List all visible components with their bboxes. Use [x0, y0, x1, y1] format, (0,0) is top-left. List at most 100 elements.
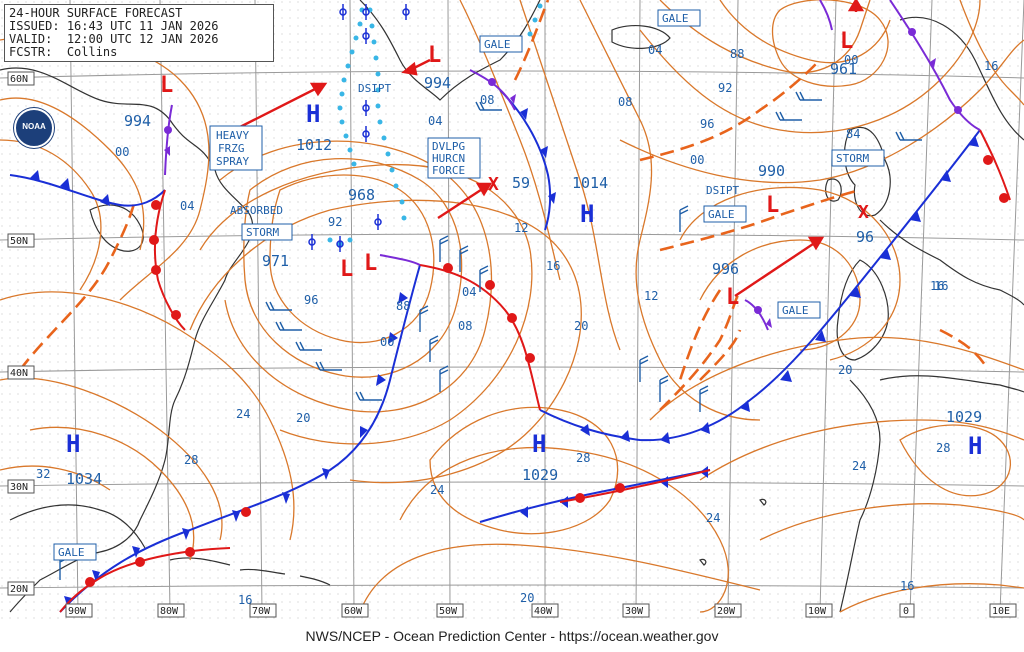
isobar-label: 32 [36, 467, 50, 481]
ice-edge [327, 3, 543, 247]
lon-label-30w: 30W [625, 606, 644, 617]
scandinavia-coast [899, 16, 1024, 141]
wind-barbs [59, 91, 922, 580]
uk-ireland-coast [825, 126, 891, 217]
freezing-spray-symbols [308, 4, 410, 252]
high-center-pressure: 1029 [946, 408, 982, 426]
high-center-letter: H [306, 100, 320, 128]
isobar-label: 88 [730, 47, 744, 61]
heavy-frzg-spray-warning: SPRAY [216, 155, 249, 168]
isobar-label: 20 [574, 319, 588, 333]
longitude-labels: 90W 80W 70W 60W 50W 40W 30W 20W 10W 0 10… [65, 603, 1017, 618]
issued-label: ISSUED: [9, 19, 60, 33]
high-center-letter: H [580, 200, 594, 228]
gale-warning: GALE [662, 12, 689, 25]
lat-label-30n: 30N [10, 482, 28, 493]
low-center-pressure: 994 [424, 74, 451, 92]
lon-label-60w: 60W [344, 606, 363, 617]
isobar-label: 08 [480, 93, 494, 107]
isobar-label: 24 [706, 511, 720, 525]
low-center-pressure: 59 [512, 174, 530, 192]
low-center-letter: L [160, 73, 173, 98]
iberia-coast [836, 259, 889, 361]
footer-credit: NWS/NCEP - Ocean Prediction Center - htt… [0, 622, 1024, 652]
valid-label: VALID: [9, 32, 53, 46]
lon-label-70w: 70W [252, 606, 271, 617]
lon-label-20w: 20W [717, 606, 736, 617]
low-center-letter: X [488, 174, 499, 195]
ocean-background [0, 0, 1024, 622]
isobar-label: 20 [296, 411, 310, 425]
isobar-label: 20 [520, 591, 534, 605]
warm-front-bumps [85, 155, 1009, 587]
isobar-label: 12 [514, 221, 528, 235]
annotations: DSIPT DSIPT ABSORBED [230, 82, 739, 217]
low-center-letter: L [364, 251, 377, 276]
absorbed-annotation: ABSORBED [230, 204, 283, 217]
isobar-label: 04 [428, 114, 442, 128]
lat-label-20n: 20N [10, 584, 28, 595]
lon-label-90w: 90W [68, 606, 87, 617]
lon-label-50w: 50W [439, 606, 458, 617]
dsipt-annotation: DSIPT [706, 184, 739, 197]
isobar-label: 88 [396, 299, 410, 313]
low-center-letter: L [766, 193, 779, 218]
isobar-label: 16 [930, 279, 944, 293]
high-center-letter: H [968, 432, 982, 460]
low-center-pressure: 996 [712, 260, 739, 278]
isobar-label: 24 [430, 483, 444, 497]
low-center-pressure: 961 [830, 60, 857, 78]
isobar-label: 16 [238, 593, 252, 607]
cold-fronts [9, 89, 981, 613]
isobar-label: 28 [576, 451, 590, 465]
dsipt-annotation: DSIPT [358, 82, 391, 95]
north-america-coast [0, 67, 254, 613]
low-center-pressure: 968 [348, 186, 375, 204]
hurricane-force-warning: HURCN [432, 152, 465, 165]
atlantic-islands [699, 498, 767, 566]
forecast-title: 24-HOUR SURFACE FORECAST [9, 6, 183, 20]
isobar-label: 16 [984, 59, 998, 73]
africa-coast [839, 375, 1024, 613]
warning-labels: GALE GALE GALE GALE GALE STORM STORM HEA… [53, 9, 885, 561]
lon-label-10e: 10E [992, 606, 1010, 617]
low-center-pressure: 990 [758, 162, 785, 180]
isobar-label: 96 [700, 117, 714, 131]
gale-warning: GALE [708, 208, 735, 221]
isobar-label: 00 [115, 145, 129, 159]
isobar-label: 16 [934, 279, 948, 293]
isobar-labels: 04 00 04 24 28 32 20 16 12 08 92 96 88 0… [36, 43, 998, 607]
occluded-fronts [164, 0, 981, 331]
low-center-letter: L [726, 285, 739, 310]
lat-label-50n: 50N [10, 236, 28, 247]
high-center-pressure: 1012 [296, 136, 332, 154]
isobar-label: 04 [180, 199, 194, 213]
isobar-label: 16 [546, 259, 560, 273]
isobar-label: 28 [184, 453, 198, 467]
high-center-pressure: 1029 [522, 466, 558, 484]
europe-coast [879, 219, 1024, 306]
low-center-pressure: 96 [856, 228, 874, 246]
latitude-labels: 60N 50N 40N 30N 20N [7, 71, 35, 596]
isobar-label: 04 [648, 43, 662, 57]
occluded-front-symbols [164, 28, 962, 328]
low-center-pressure: 971 [262, 252, 289, 270]
low-center-letter: L [340, 257, 353, 282]
isobar-label: 24 [236, 407, 250, 421]
gale-warning: GALE [484, 38, 511, 51]
valid-line: VALID: 12:00 UTC 12 JAN 2026 [9, 33, 269, 46]
low-center-pressure: 994 [124, 112, 151, 130]
low-center-letter: L [840, 29, 853, 54]
isobar-label: 16 [900, 579, 914, 593]
caribbean-islands [169, 557, 331, 586]
noaa-logo-text: NOAA [22, 122, 46, 131]
lat-label-40n: 40N [10, 368, 28, 379]
high-center-letter: H [66, 430, 80, 458]
storm-warning: STORM [836, 152, 869, 165]
low-center-letter: X [858, 202, 869, 223]
troughs [18, 0, 987, 411]
isobar-label: 24 [852, 459, 866, 473]
hurricane-force-warning: FORCE [432, 164, 465, 177]
iceland-coast [611, 25, 671, 49]
